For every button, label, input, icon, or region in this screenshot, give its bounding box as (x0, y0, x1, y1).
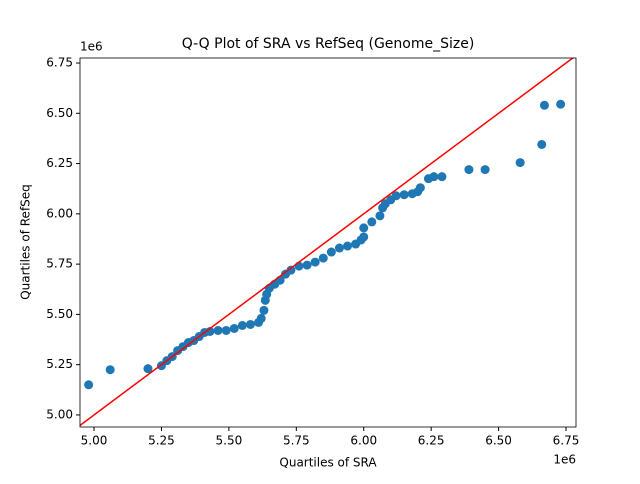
y-offset-label: 1e6 (80, 40, 103, 54)
point (310, 257, 320, 267)
y-tick-label: 6.00 (46, 206, 73, 220)
y-tick-label: 6.25 (46, 156, 73, 170)
point (221, 325, 231, 335)
point (464, 165, 474, 175)
point (537, 139, 547, 149)
y-tick-label: 6.50 (46, 106, 73, 120)
reference-line (80, 58, 575, 427)
x-tick-label: 6.75 (553, 434, 580, 448)
plot-frame (79, 57, 577, 428)
point (302, 260, 312, 270)
point (391, 191, 401, 201)
point (326, 247, 336, 257)
x-tick-label: 6.50 (485, 434, 512, 448)
point (318, 253, 328, 263)
x-tick-label: 5.75 (283, 434, 310, 448)
x-tick-label: 5.50 (216, 434, 243, 448)
point (399, 190, 409, 200)
point (359, 232, 369, 242)
point (367, 217, 377, 227)
y-tick-label: 5.75 (46, 257, 73, 271)
point (437, 172, 447, 182)
point (556, 99, 566, 109)
y-tick-label: 6.75 (46, 56, 73, 70)
y-axis-label: Quartiles of RefSeq (19, 184, 33, 300)
plot-area (80, 58, 575, 427)
point (343, 241, 353, 251)
point (237, 320, 247, 330)
x-tick-label: 6.25 (418, 434, 445, 448)
x-tick-label: 5.25 (148, 434, 175, 448)
point (105, 365, 115, 375)
point (256, 313, 266, 323)
point (334, 243, 344, 253)
point (84, 380, 94, 390)
point (213, 325, 223, 335)
point (375, 211, 385, 221)
point (359, 223, 369, 233)
point (515, 158, 525, 168)
y-tick-label: 5.25 (46, 357, 73, 371)
y-tick-label: 5.50 (46, 307, 73, 321)
point (539, 100, 549, 110)
point (245, 319, 255, 329)
x-offset-label: 1e6 (553, 453, 576, 467)
y-tick-label: 5.00 (46, 407, 73, 421)
point (415, 183, 425, 193)
point (480, 165, 490, 175)
point (259, 305, 269, 315)
x-tick-label: 6.00 (350, 434, 377, 448)
point (143, 364, 153, 374)
chart-title: Q-Q Plot of SRA vs RefSeq (Genome_Size) (182, 36, 475, 52)
point (229, 323, 239, 333)
point (286, 265, 296, 275)
point (429, 172, 439, 182)
x-tick-label: 5.00 (81, 434, 108, 448)
x-axis-label: Quartiles of SRA (279, 456, 377, 470)
